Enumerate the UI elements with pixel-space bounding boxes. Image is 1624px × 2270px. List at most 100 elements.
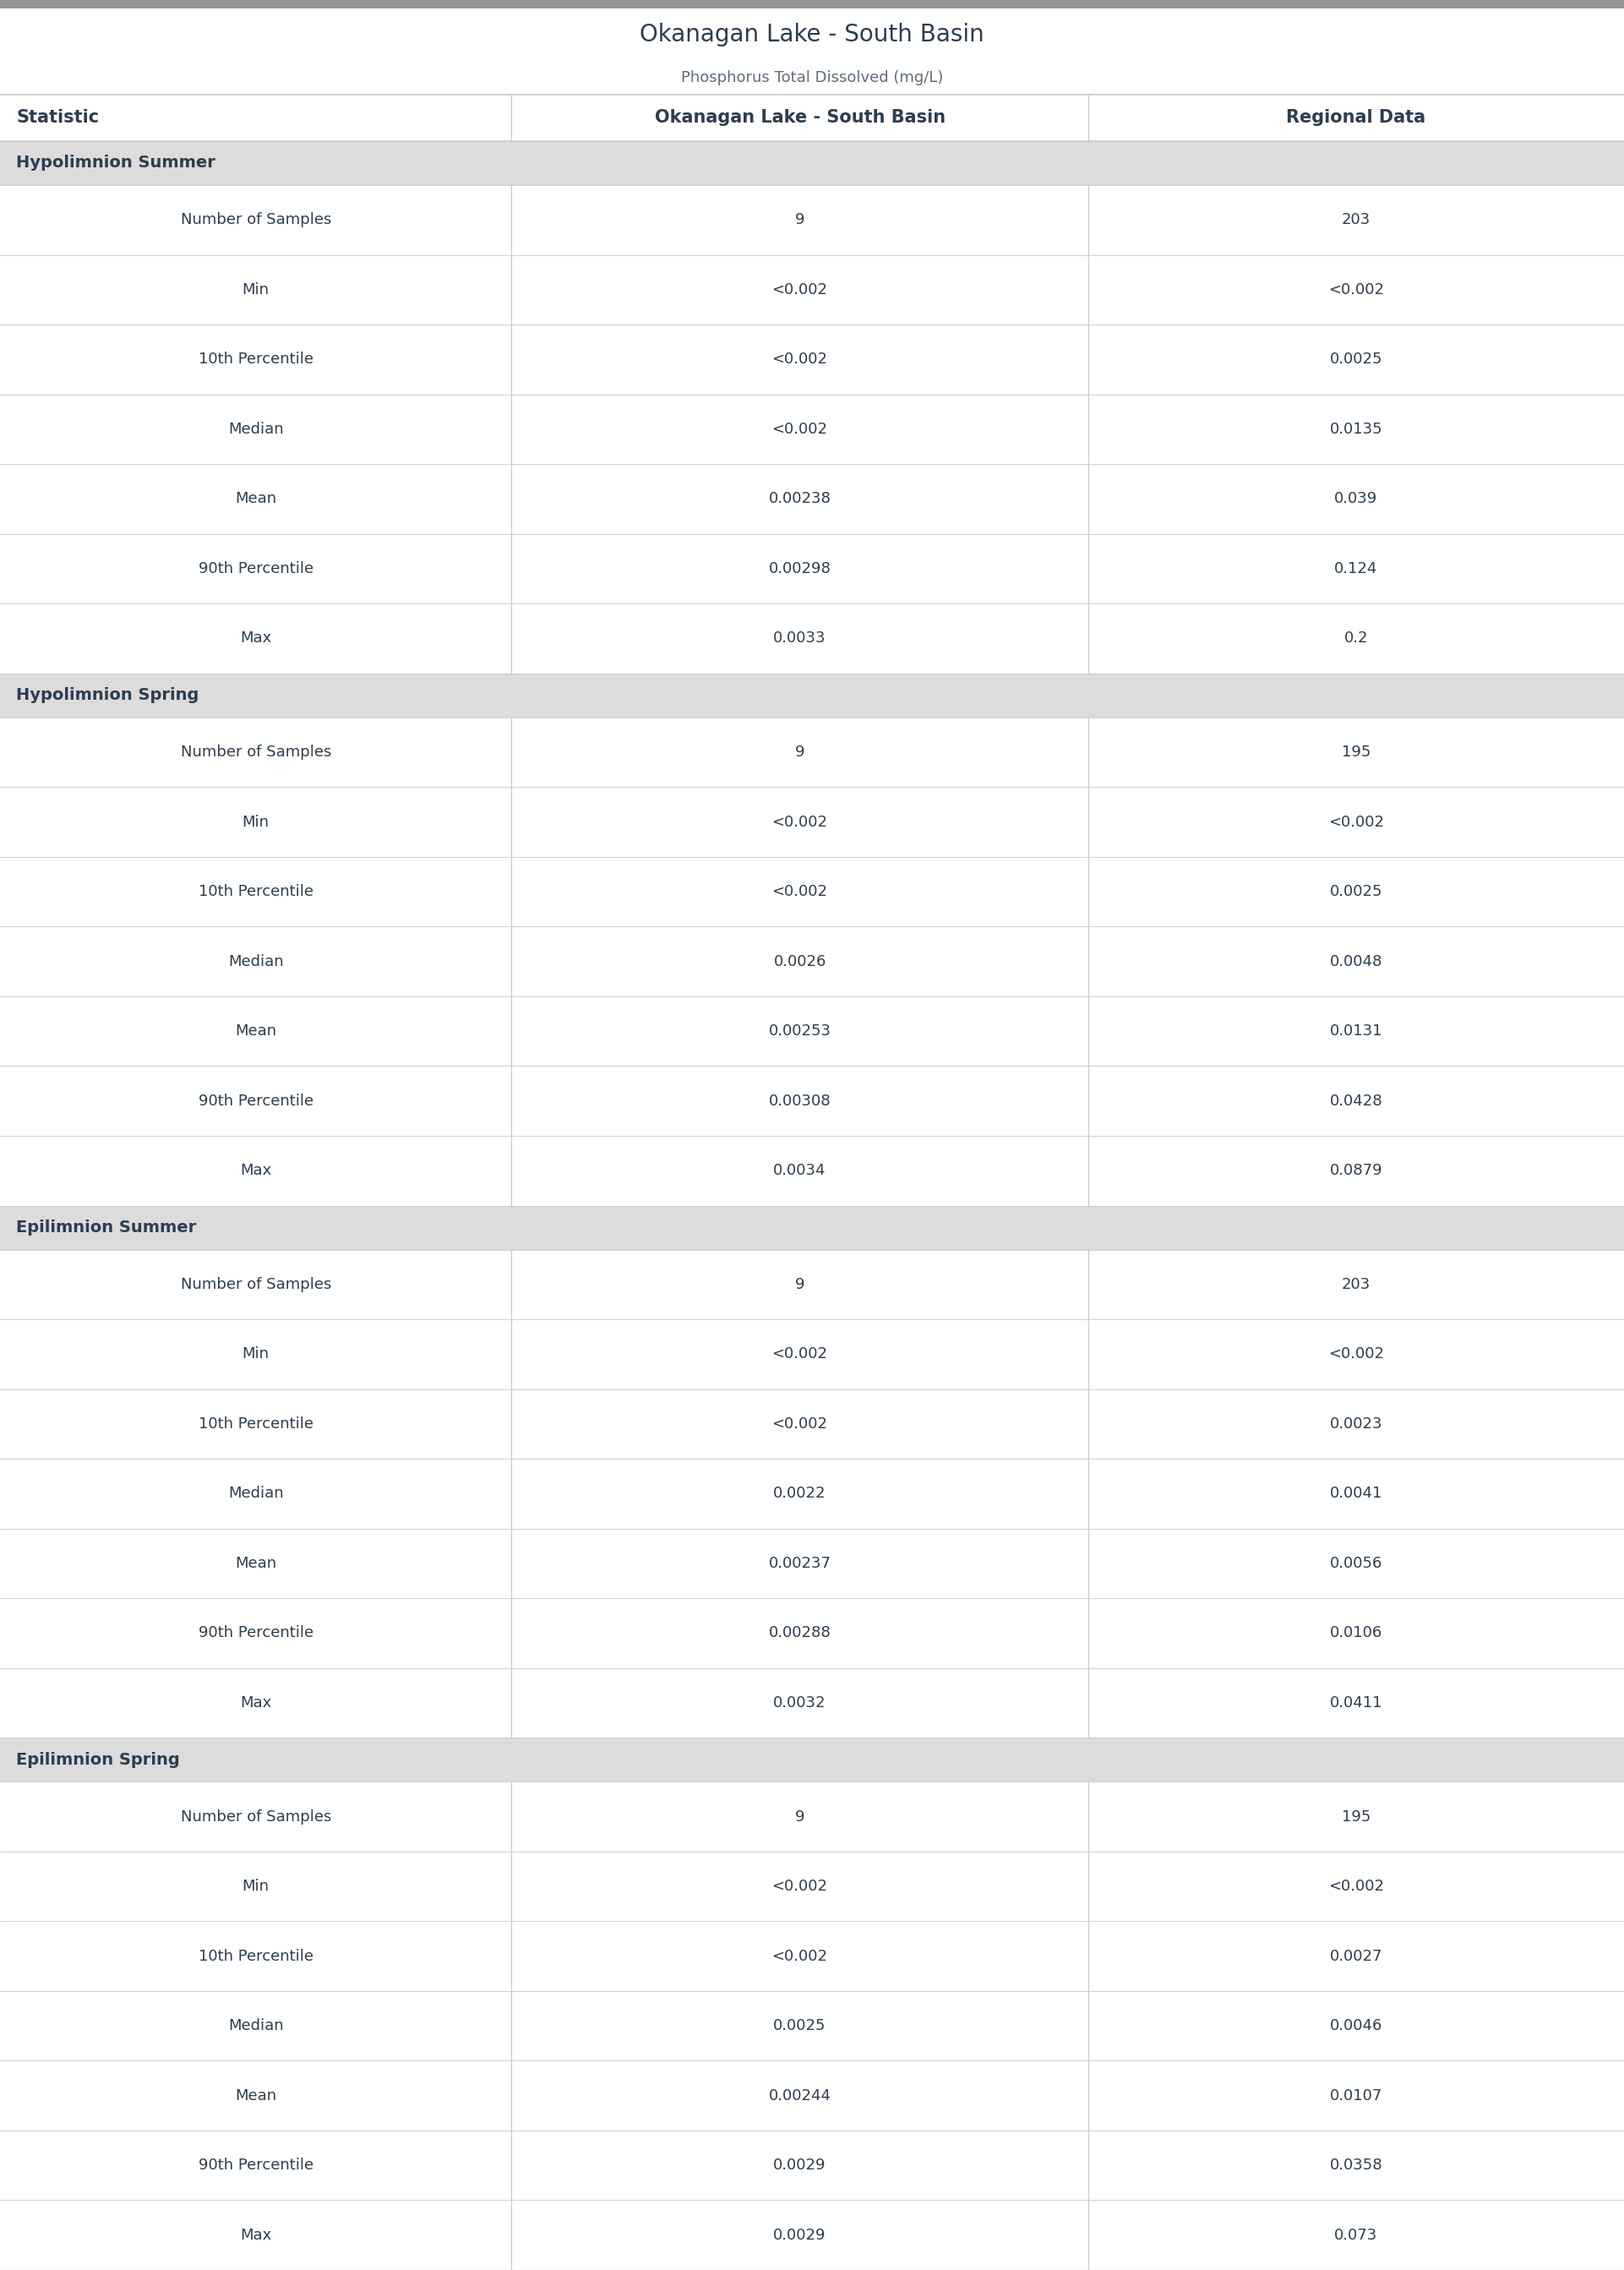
Bar — [0, 533, 1624, 604]
Text: 0.0046: 0.0046 — [1330, 2018, 1382, 2034]
Text: Max: Max — [240, 1696, 271, 1712]
Bar — [0, 1319, 1624, 1389]
Bar — [0, 325, 1624, 395]
Bar — [0, 95, 1624, 141]
Text: Mean: Mean — [235, 1555, 276, 1571]
Text: <0.002: <0.002 — [771, 1880, 828, 1893]
Text: 0.00288: 0.00288 — [768, 1625, 831, 1641]
Bar — [0, 1920, 1624, 1991]
Bar — [0, 1135, 1624, 1205]
Text: 0.0358: 0.0358 — [1330, 2159, 1382, 2172]
Bar — [0, 2132, 1624, 2200]
Text: 0.0131: 0.0131 — [1330, 1024, 1382, 1040]
Bar — [0, 1528, 1624, 1598]
Text: Median: Median — [227, 1487, 284, 1500]
Text: 10th Percentile: 10th Percentile — [198, 1416, 313, 1432]
Text: 0.0027: 0.0027 — [1330, 1948, 1382, 1964]
Bar — [0, 1668, 1624, 1739]
Bar — [0, 997, 1624, 1067]
Text: Number of Samples: Number of Samples — [180, 213, 331, 227]
Bar — [0, 1067, 1624, 1135]
Text: Okanagan Lake - South Basin: Okanagan Lake - South Basin — [640, 23, 984, 45]
Text: <0.002: <0.002 — [771, 883, 828, 899]
Text: Min: Min — [242, 815, 270, 829]
Bar — [0, 1991, 1624, 2061]
Text: 0.2: 0.2 — [1345, 631, 1367, 647]
Bar — [0, 186, 1624, 254]
Text: 0.0025: 0.0025 — [1330, 352, 1382, 368]
Text: 9: 9 — [796, 213, 804, 227]
Text: 0.0032: 0.0032 — [773, 1696, 827, 1712]
Text: <0.002: <0.002 — [771, 422, 828, 436]
Text: 0.0056: 0.0056 — [1330, 1555, 1382, 1571]
Text: 0.0041: 0.0041 — [1330, 1487, 1382, 1500]
Bar — [0, 2200, 1624, 2270]
Bar — [0, 856, 1624, 926]
Text: 0.0879: 0.0879 — [1330, 1162, 1382, 1178]
Text: <0.002: <0.002 — [1328, 1346, 1384, 1362]
Bar — [0, 395, 1624, 463]
Text: 0.0025: 0.0025 — [773, 2018, 827, 2034]
Bar — [0, 1249, 1624, 1319]
Bar — [0, 604, 1624, 674]
Text: <0.002: <0.002 — [771, 352, 828, 368]
Text: 0.0428: 0.0428 — [1330, 1094, 1382, 1108]
Bar — [0, 1460, 1624, 1528]
Text: 9: 9 — [796, 745, 804, 760]
Text: 0.00253: 0.00253 — [768, 1024, 831, 1040]
Bar — [0, 141, 1624, 186]
Text: <0.002: <0.002 — [1328, 1880, 1384, 1893]
Text: Hypolimnion Spring: Hypolimnion Spring — [16, 688, 200, 704]
Text: <0.002: <0.002 — [771, 1346, 828, 1362]
Bar — [0, 254, 1624, 325]
Bar — [0, 926, 1624, 997]
Text: Okanagan Lake - South Basin: Okanagan Lake - South Basin — [654, 109, 945, 127]
Text: Min: Min — [242, 1346, 270, 1362]
Text: Max: Max — [240, 2227, 271, 2243]
Text: 0.124: 0.124 — [1335, 561, 1377, 577]
Text: 0.0026: 0.0026 — [773, 953, 827, 969]
Text: 0.073: 0.073 — [1335, 2227, 1377, 2243]
Text: 195: 195 — [1341, 1809, 1371, 1825]
Text: Hypolimnion Summer: Hypolimnion Summer — [16, 154, 216, 170]
Text: Max: Max — [240, 1162, 271, 1178]
Text: 90th Percentile: 90th Percentile — [198, 1625, 313, 1641]
Text: 10th Percentile: 10th Percentile — [198, 883, 313, 899]
Bar — [0, 1852, 1624, 1920]
Text: Regional Data: Regional Data — [1286, 109, 1426, 127]
Bar — [0, 788, 1624, 856]
Text: 0.0022: 0.0022 — [773, 1487, 827, 1500]
Text: Median: Median — [227, 2018, 284, 2034]
Text: <0.002: <0.002 — [771, 281, 828, 297]
Text: Number of Samples: Number of Samples — [180, 1809, 331, 1825]
Bar — [0, 463, 1624, 533]
Bar — [0, 1739, 1624, 1782]
Text: 203: 203 — [1341, 213, 1371, 227]
Text: Number of Samples: Number of Samples — [180, 745, 331, 760]
Text: 10th Percentile: 10th Percentile — [198, 352, 313, 368]
Text: 203: 203 — [1341, 1276, 1371, 1292]
Bar — [0, 1205, 1624, 1249]
Text: Statistic: Statistic — [16, 109, 99, 127]
Text: 90th Percentile: 90th Percentile — [198, 2159, 313, 2172]
Text: 0.039: 0.039 — [1335, 490, 1377, 506]
Text: 0.0029: 0.0029 — [773, 2227, 827, 2243]
Text: 90th Percentile: 90th Percentile — [198, 1094, 313, 1108]
Text: 0.0034: 0.0034 — [773, 1162, 827, 1178]
Text: Mean: Mean — [235, 2088, 276, 2104]
Bar — [0, 2061, 1624, 2132]
Text: <0.002: <0.002 — [771, 1948, 828, 1964]
Bar — [0, 674, 1624, 717]
Text: 0.0106: 0.0106 — [1330, 1625, 1382, 1641]
Text: Phosphorus Total Dissolved (mg/L): Phosphorus Total Dissolved (mg/L) — [680, 70, 944, 86]
Text: Max: Max — [240, 631, 271, 647]
Text: 0.0107: 0.0107 — [1330, 2088, 1382, 2104]
Text: <0.002: <0.002 — [1328, 815, 1384, 829]
Text: 0.0029: 0.0029 — [773, 2159, 827, 2172]
Bar — [0, 1598, 1624, 1668]
Text: 0.0048: 0.0048 — [1330, 953, 1382, 969]
Text: <0.002: <0.002 — [771, 815, 828, 829]
Text: 0.0411: 0.0411 — [1330, 1696, 1382, 1712]
Bar — [0, 1389, 1624, 1460]
Text: 0.00238: 0.00238 — [768, 490, 831, 506]
